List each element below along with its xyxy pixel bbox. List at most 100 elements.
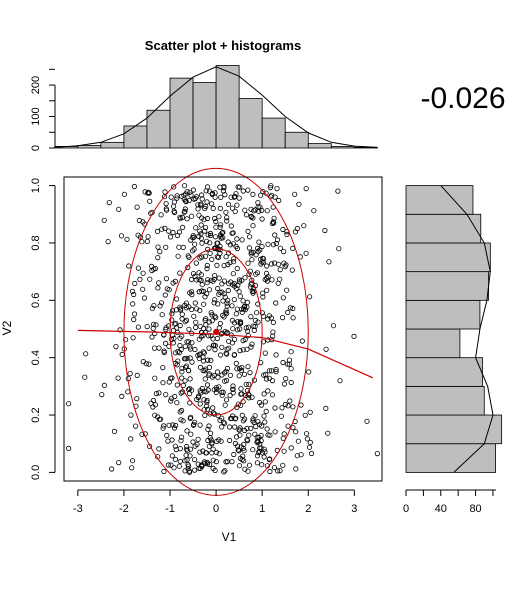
scatter-point: [168, 398, 174, 404]
histogram-bar: [146, 109, 171, 149]
top-y-axis: 0 100 200: [30, 68, 56, 151]
scatter-point: [197, 449, 203, 455]
scatter-point: [181, 356, 187, 362]
scatter-point: [240, 188, 246, 194]
scatter-point: [204, 290, 210, 297]
scatter-point: [219, 281, 225, 287]
scatter-point: [224, 351, 230, 357]
scatter-point: [202, 412, 208, 418]
scatter-point: [230, 390, 236, 396]
scatter-point: [105, 239, 111, 245]
scatter-point: [210, 405, 216, 411]
scatter-point: [179, 365, 185, 371]
scatter-point: [209, 256, 215, 262]
histogram-bar: [261, 117, 286, 149]
scatter-point: [255, 418, 261, 425]
scatter-point: [273, 368, 279, 375]
histogram-bar: [238, 98, 263, 149]
scatter-point: [277, 266, 283, 273]
scatter-point: [189, 306, 195, 312]
scatter-point: [182, 364, 189, 370]
scatter-point: [179, 434, 185, 440]
scatter-point: [289, 267, 295, 273]
scatter-point: [235, 184, 241, 190]
scatter-point: [205, 357, 211, 363]
scatter-point: [153, 322, 159, 328]
scatter-point: [212, 411, 218, 417]
scatter-point: [253, 423, 259, 430]
scatter-point: [198, 272, 204, 278]
scatter-point: [308, 450, 315, 457]
y-tick-label: 0.0: [30, 465, 42, 480]
scatter-point: [218, 222, 224, 228]
scatter-point: [281, 448, 287, 454]
scatter-point: [204, 403, 210, 409]
scatter-point: [188, 431, 194, 437]
scatter-point: [190, 235, 196, 241]
scatter-point: [134, 204, 140, 210]
scatter-point: [265, 241, 271, 247]
scatter-point: [163, 244, 169, 250]
scatter-point: [256, 399, 263, 406]
scatter-point: [262, 276, 268, 283]
scatter-point: [189, 291, 195, 298]
scatter-point: [219, 289, 225, 295]
chart-title: Scatter plot + histograms: [145, 38, 301, 53]
scatter-point: [261, 391, 267, 397]
scatter-point: [186, 463, 192, 469]
scatter-point: [172, 321, 178, 327]
scatter-point: [231, 351, 238, 358]
scatter-point: [217, 224, 223, 230]
scatter-point: [270, 219, 276, 225]
scatter-point: [134, 395, 140, 402]
scatter-point: [171, 465, 177, 471]
scatter-point: [156, 446, 162, 452]
scatter-point: [245, 333, 251, 339]
scatter-point: [236, 373, 242, 379]
scatter-point: [175, 253, 181, 259]
scatter-point: [210, 457, 216, 463]
scatter-point: [234, 327, 241, 333]
scatter-point: [191, 421, 197, 427]
scatter-point: [243, 325, 249, 331]
scatter-point: [208, 357, 214, 363]
scatter-point: [245, 228, 251, 234]
scatter-point: [244, 436, 250, 443]
scatter-point: [193, 260, 199, 266]
scatter-point: [242, 303, 248, 309]
scatter-point: [201, 217, 207, 223]
scatter-point: [257, 441, 263, 447]
scatter-point: [248, 425, 254, 431]
y-axis: 0.0 0.2 0.4 0.6 0.8 1.0: [30, 178, 56, 480]
scatter-point: [188, 276, 195, 283]
scatter-point: [209, 318, 215, 324]
scatter-point: [119, 351, 125, 357]
scatter-point: [183, 305, 189, 311]
scatter-point: [123, 337, 129, 343]
scatter-point: [131, 183, 137, 190]
scatter-point: [212, 234, 219, 240]
y-tick-label: 100: [30, 107, 42, 125]
scatter-point: [139, 239, 145, 245]
scatter-point: [237, 347, 243, 354]
scatter-point: [221, 185, 227, 191]
scatter-point: [252, 431, 258, 437]
scatter-point: [214, 369, 221, 375]
scatter-point: [196, 393, 202, 399]
scatter-point: [169, 453, 175, 459]
scatter-point: [224, 310, 230, 316]
scatter-point: [155, 285, 161, 291]
scatter-point: [208, 437, 214, 443]
scatter-point: [210, 336, 216, 342]
scatter-point: [214, 386, 220, 392]
scatter-point: [208, 430, 214, 436]
scatter-point: [250, 191, 256, 197]
scatter-point: [144, 323, 150, 330]
scatter-point: [215, 285, 221, 292]
scatter-point: [172, 456, 178, 462]
scatter-point: [256, 239, 262, 245]
scatter-point: [233, 360, 239, 366]
scatter-point: [147, 198, 153, 204]
scatter-point: [157, 303, 163, 309]
scatter-point: [219, 372, 225, 378]
